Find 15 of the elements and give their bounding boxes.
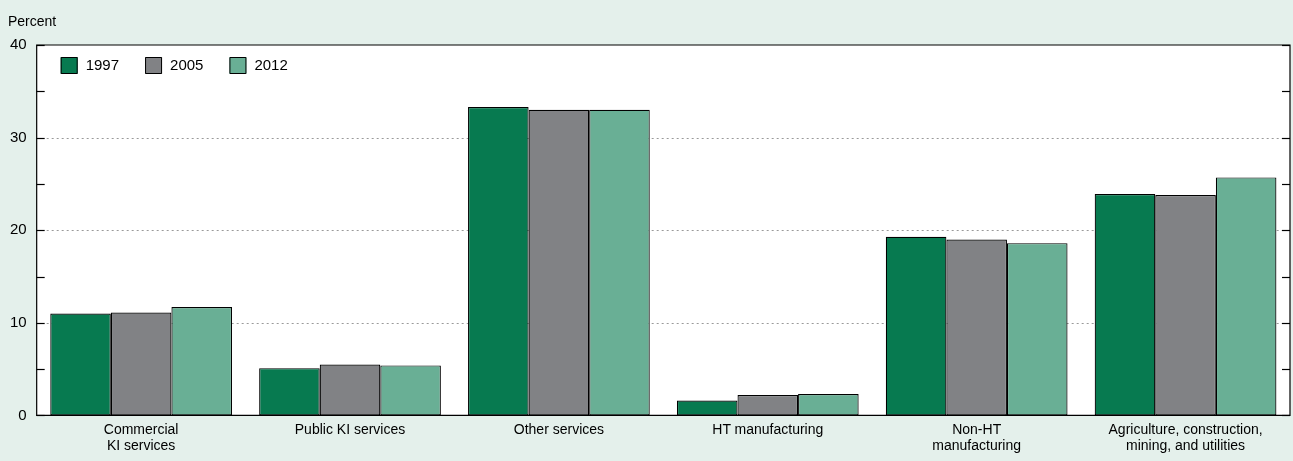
x-tick-label: Agriculture, construction, mining, and utilities: [1108, 420, 1263, 454]
legend-label: 2012: [254, 56, 288, 74]
y-tick-label: 10: [10, 312, 27, 330]
y-tick-label: 30: [10, 127, 27, 145]
x-tick-label: Public KI services: [294, 420, 406, 437]
x-tick-label: Commercial KI services: [103, 420, 179, 454]
x-tick-label: Non-HT manufacturing: [932, 420, 1022, 454]
legend-label: 2005: [170, 56, 204, 74]
legend-label: 1997: [85, 56, 120, 74]
y-axis-title: Percent: [8, 13, 57, 29]
x-tick-label: HT manufacturing: [712, 420, 824, 437]
y-tick-label: 0: [18, 405, 27, 423]
y-tick-label: 40: [10, 35, 27, 53]
x-tick-label: Other services: [513, 420, 605, 437]
y-tick-label: 20: [10, 220, 27, 238]
